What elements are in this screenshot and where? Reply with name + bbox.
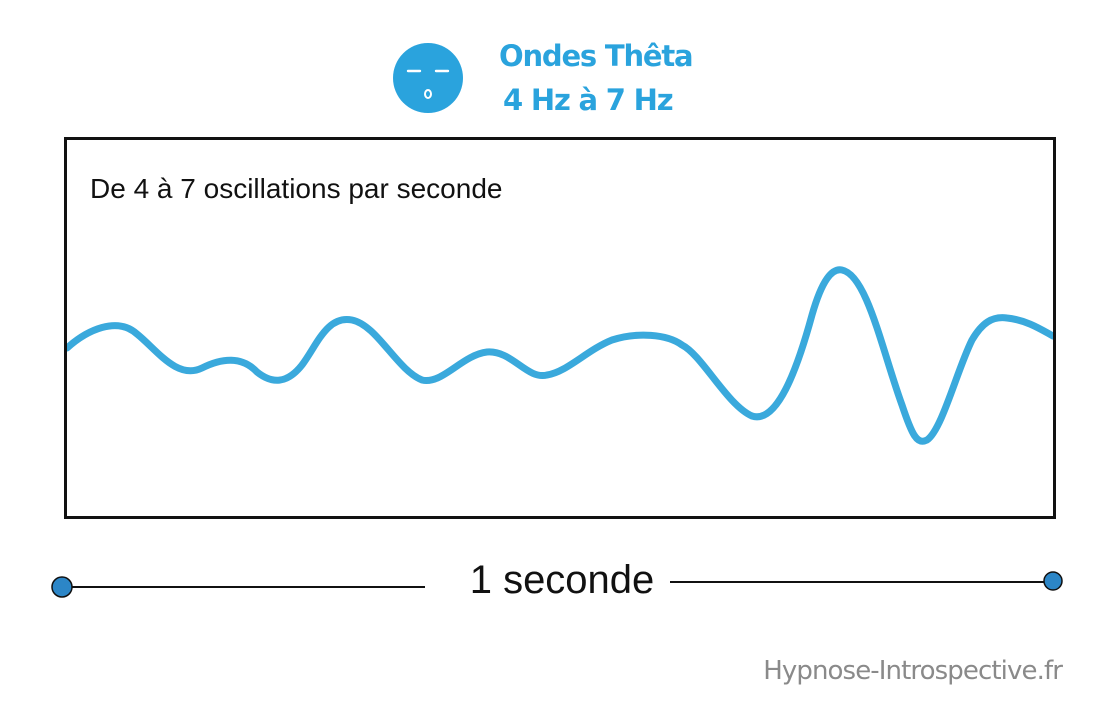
wave-title: Ondes Thêta: [499, 39, 694, 73]
frequency-range: 4 Hz à 7 Hz: [503, 83, 674, 117]
site-credit: Hypnose-Introspective.fr: [763, 656, 1063, 686]
panel-caption: De 4 à 7 oscillations par seconde: [90, 173, 503, 204]
time-scale-label: 1 seconde: [469, 558, 655, 602]
scale-start-marker: [51, 576, 73, 598]
theta-wave: [67, 266, 1053, 445]
wave-panel: De 4 à 7 oscillations par seconde: [64, 137, 1056, 519]
theta-wave-line: [67, 266, 1053, 445]
sleeping-face-icon: [393, 43, 463, 113]
scale-end-marker: [1043, 571, 1063, 591]
header: Ondes Thêta 4 Hz à 7 Hz: [392, 38, 722, 118]
time-scale-line: [51, 571, 1063, 598]
time-scale: 1 seconde: [40, 550, 1080, 620]
